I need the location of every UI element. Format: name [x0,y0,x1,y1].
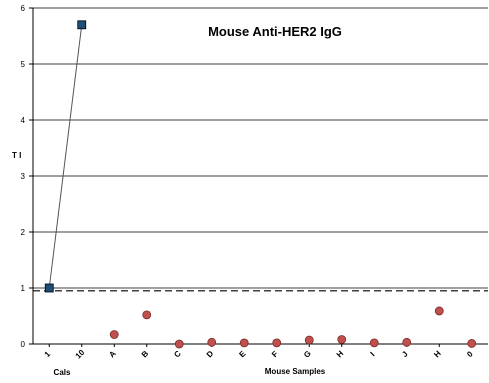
sample-point [337,335,347,344]
y-tick-label: 0 [21,340,26,349]
chart-title: Mouse Anti-HER2 IgG [208,24,342,39]
x-tick-label: H [432,349,443,360]
y-tick-label: 6 [21,4,26,13]
y-axis-label: T I [12,151,21,160]
sample-point [434,306,444,316]
sample-point [272,338,282,348]
sample-point [467,339,477,348]
sample-point [207,337,217,347]
sample-point [239,338,249,348]
group-label-mouse-samples: Mouse Samples [265,367,326,376]
gridlines [33,7,488,292]
x-tick-label: F [270,349,280,359]
x-tick-label: J [400,349,410,359]
y-tick-label: 1 [21,284,26,293]
sample-point [402,337,412,347]
calibrator-point [44,283,54,293]
axes [29,7,488,347]
x-tick-label: I [369,350,377,358]
sample-point [142,310,152,320]
x-tick-label: B [140,349,151,360]
y-tick-label: 3 [21,172,26,181]
sample-point [174,339,184,349]
data-marks [44,20,477,349]
x-tick-label: H [335,349,346,360]
y-tick-label: 4 [21,116,26,125]
x-tick-label: E [237,349,248,360]
tick-labels: 0 1 2 3 4 5 6 1 10 A B C D E F G H I J H 0 [21,4,476,361]
sample-point [304,335,314,345]
x-tick-label: 0 [465,349,475,359]
x-tick-label: D [205,349,216,360]
calibrator-point [77,20,87,30]
sample-point [109,330,119,339]
x-tick-label: A [107,349,118,360]
y-tick-label: 5 [21,60,26,69]
x-tick-label: 1 [43,349,53,359]
x-tick-label: 10 [74,348,87,361]
series-line-0 [48,24,83,289]
x-tick-label: G [302,349,313,360]
group-label-cals: Cals [54,368,71,377]
y-tick-label: 2 [21,228,26,237]
x-tick-label: C [172,349,183,360]
sample-point [369,338,379,348]
